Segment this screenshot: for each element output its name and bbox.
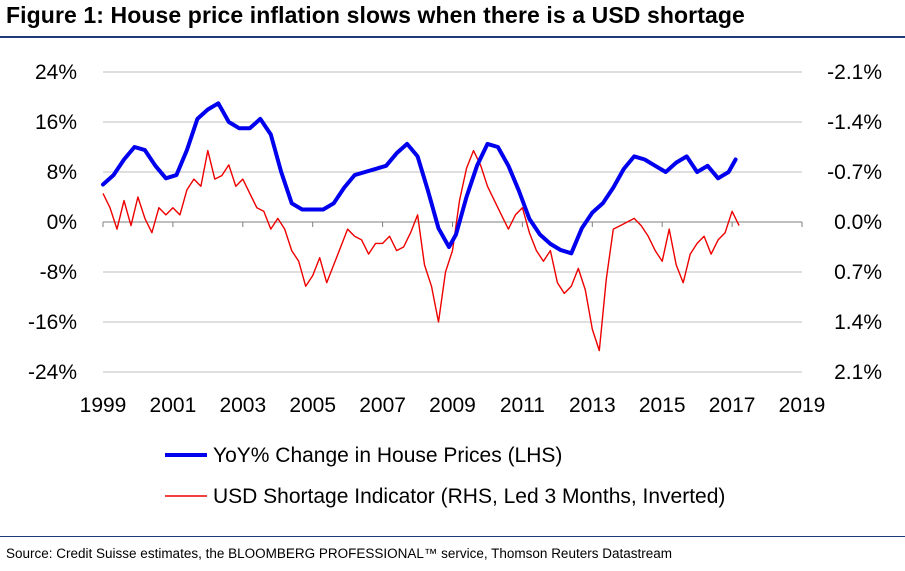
y-right-tick-label: 0.7% [834, 261, 882, 284]
x-tick-label: 2011 [500, 394, 545, 417]
y-right-tick-label: -0.7% [827, 161, 882, 184]
y-left-tick-label: -24% [28, 361, 77, 384]
x-tick-label: 1999 [80, 394, 127, 417]
x-tick-label: 2007 [359, 394, 406, 417]
legend-label-usd-shortage: USD Shortage Indicator (RHS, Led 3 Month… [213, 485, 725, 508]
series-line-house-prices [101, 101, 738, 256]
y-left-tick-label: 0% [47, 211, 77, 234]
y-right-tick-label: -2.1% [827, 61, 882, 84]
figure-title: Figure 1: House price inflation slows wh… [6, 2, 745, 28]
y-left-tick-label: -16% [28, 311, 77, 334]
x-tick-label: 2017 [709, 394, 756, 417]
y-right-tick-label: -1.4% [827, 111, 882, 134]
source-divider [0, 536, 905, 537]
y-right-tick-label: 1.4% [834, 311, 882, 334]
x-tick-label: 2015 [639, 394, 686, 417]
y-left-tick-label: -8% [40, 261, 77, 284]
x-tick-label: 2013 [569, 394, 616, 417]
y-right-tick-label: 0.0% [834, 211, 882, 234]
y-right-tick-label: 2.1% [834, 361, 882, 384]
legend-label-house-prices: YoY% Change in House Prices (LHS) [213, 444, 562, 467]
x-tick-label: 2001 [150, 394, 197, 417]
y-left-tick-label: 8% [47, 161, 77, 184]
series-line-usd-shortage [102, 149, 740, 352]
title-divider [0, 36, 905, 38]
x-tick-label: 2003 [219, 394, 266, 417]
source-note: Source: Credit Suisse estimates, the BLO… [6, 546, 672, 561]
x-tick-label: 2005 [289, 394, 336, 417]
y-left-tick-label: 16% [35, 111, 77, 134]
y-left-tick-label: 24% [35, 61, 77, 84]
x-tick-label: 2009 [429, 394, 476, 417]
x-tick-label: 2019 [779, 394, 826, 417]
